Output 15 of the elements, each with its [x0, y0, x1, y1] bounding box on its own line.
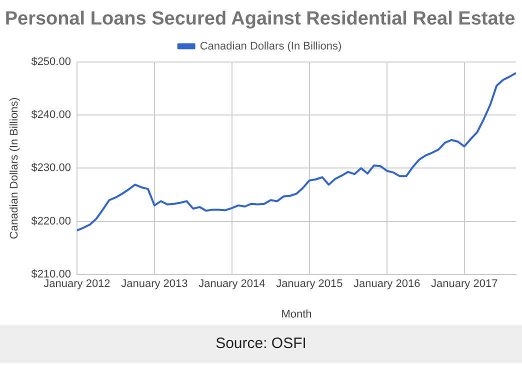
- chart-title: Personal Loans Secured Against Residential Real Estate: [4, 8, 516, 30]
- y-tick-label: $230.00: [31, 162, 71, 174]
- y-tick-label: $220.00: [31, 215, 71, 228]
- x-tick-label: January 2015: [276, 278, 343, 290]
- x-tick-label: January 2017: [431, 278, 498, 290]
- y-axis-title: Canadian Dollars (In Billions): [8, 97, 21, 240]
- legend-label: Canadian Dollars (In Billions): [200, 40, 342, 52]
- y-tick-label: $240.00: [31, 109, 71, 122]
- source-note: Source: OSFI: [0, 325, 522, 363]
- y-tick-label: $250.00: [31, 56, 71, 68]
- x-tick-label: January 2013: [121, 278, 188, 290]
- x-tick-label: January 2016: [354, 278, 420, 290]
- x-tick-label: January 2014: [198, 278, 266, 290]
- x-axis-title: Month: [281, 308, 312, 320]
- x-tick-label: January 2012: [44, 278, 110, 290]
